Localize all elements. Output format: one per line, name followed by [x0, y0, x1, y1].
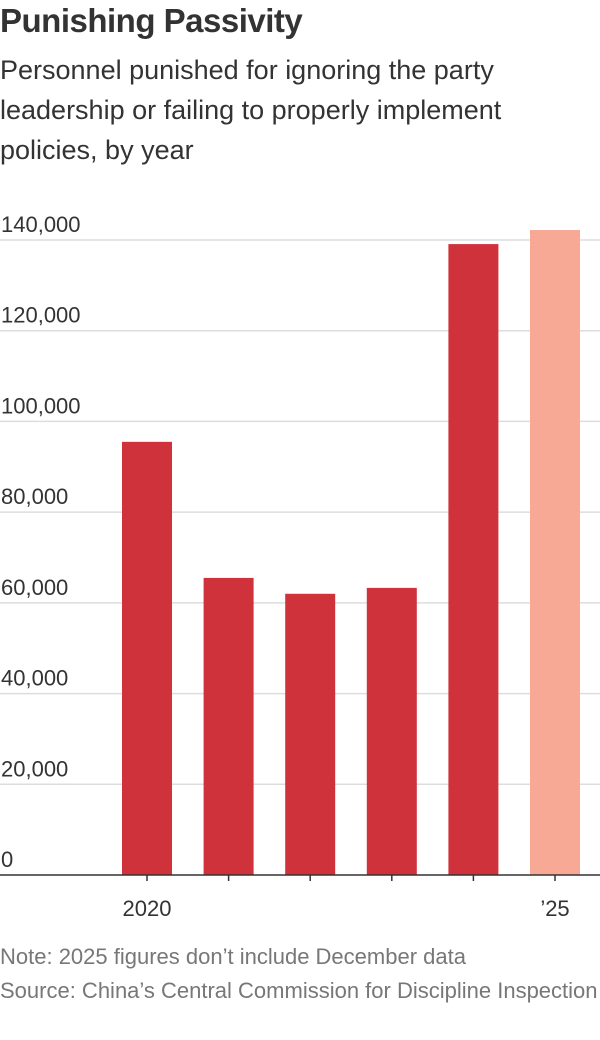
chart-title: Punishing Passivity: [0, 2, 303, 39]
x-tick-label: 2020: [123, 896, 172, 921]
note-text: Note: 2025 figures don’t include Decembe…: [0, 944, 466, 969]
bar-2024: [448, 244, 499, 875]
y-tick-label: 80,000: [1, 484, 68, 509]
y-tick-label: 140,000: [1, 212, 81, 237]
y-tick-label: 40,000: [1, 666, 68, 691]
source-text: Source: China’s Central Commission for D…: [0, 978, 598, 1003]
y-tick-label: 20,000: [1, 756, 68, 781]
y-tick-label: 60,000: [1, 575, 68, 600]
y-tick-label: 100,000: [1, 393, 81, 418]
x-tick-label: ’25: [540, 896, 569, 921]
bar-2020: [122, 441, 172, 875]
y-tick-label: 0: [1, 847, 13, 872]
bar-chart: 0 20,000 40,000 60,000 80,000 100,000 120,000 1…: [0, 212, 600, 921]
bar-2023: [366, 587, 417, 875]
chart-subtitle: Personnel punished for ignoring the part…: [0, 55, 502, 165]
y-tick-label: 120,000: [1, 303, 81, 328]
bar-2022: [285, 593, 336, 875]
bar-2025: [530, 230, 580, 875]
bar-2021: [203, 577, 254, 875]
footnotes: Note: 2025 figures don’t include Decembe…: [0, 940, 600, 1008]
